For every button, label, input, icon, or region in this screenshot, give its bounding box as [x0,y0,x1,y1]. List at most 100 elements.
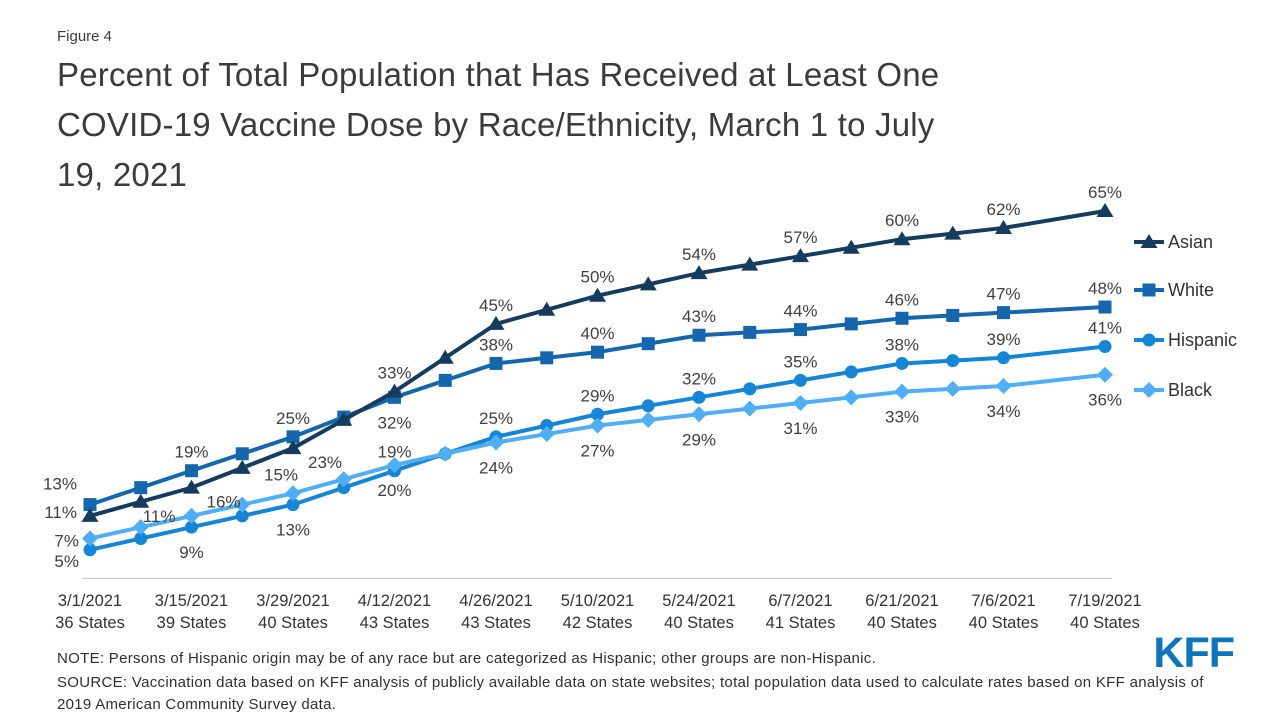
data-point-white [286,430,300,444]
data-point-white [844,317,858,331]
data-point-asian [132,493,150,508]
data-point-white [591,345,604,359]
data-point-hispanic [895,356,909,370]
data-point-white [134,481,148,495]
data-point-hispanic [235,509,249,523]
x-tick-date: 4/12/2021 [358,592,431,610]
data-point-asian [183,479,200,494]
data-point-white [997,306,1010,320]
data-point-white [185,464,198,478]
data-point-black [183,507,200,524]
data-point-asian [538,301,556,316]
series-line-hispanic [89,344,1106,552]
data-label-hispanic: 19% [377,443,411,462]
data-label-white: 32% [377,413,411,432]
data-label-asian: 45% [479,296,513,315]
x-tick-states: 36 States [55,614,125,632]
data-point-black [894,383,910,400]
x-tick-states: 43 States [461,614,531,632]
data-point-black [538,426,555,443]
x-tick-date: 3/29/2021 [256,592,329,610]
data-label-asian: 54% [682,245,716,264]
data-point-white [692,328,706,342]
x-tick-date: 3/15/2021 [155,592,228,610]
data-point-hispanic [946,354,960,368]
data-point-hispanic [743,382,757,396]
footer-notes: NOTE: Persons of Hispanic origin may be … [57,648,1237,718]
data-point-asian [995,219,1012,234]
data-point-hispanic [591,407,604,421]
data-point-black [1097,366,1113,383]
legend-circle-icon [1142,333,1156,347]
data-label-hispanic: 25% [479,409,513,428]
data-label-asian: 60% [885,211,919,230]
figure-label: Figure 4 [57,28,113,45]
data-label-asian: 62% [986,200,1020,219]
x-tick-date: 3/1/2021 [58,592,122,610]
x-tick-states: 40 States [867,614,937,632]
data-point-white [1098,300,1112,314]
data-label-black: 15% [264,465,298,484]
data-point-asian [741,256,759,271]
data-point-asian [233,459,251,474]
legend-label-hispanic: Hispanic [1168,330,1237,350]
data-label-hispanic: 38% [885,335,919,354]
data-point-white [895,311,909,325]
series-line-asian [89,209,1106,518]
data-point-white [489,356,503,370]
data-label-black: 33% [885,408,919,427]
x-tick-states: 43 States [360,614,430,632]
data-label-hispanic: 35% [783,352,817,371]
data-point-white [337,410,351,424]
data-point-black [691,406,707,423]
legend-square-icon [1142,283,1156,297]
data-point-black [437,445,454,462]
data-point-asian [81,507,99,522]
x-tick-states: 41 States [766,614,836,632]
chart-title: Percent of Total Population that Has Rec… [57,50,1217,200]
data-point-white [794,323,807,337]
x-tick-date: 7/6/2021 [971,592,1035,610]
x-tick-states: 40 States [664,614,734,632]
data-label-asian: 11% [44,503,77,522]
data-point-black [132,519,149,536]
data-label-white: 38% [479,335,513,354]
legend-triangle-icon [1140,234,1158,248]
data-label-white: 13% [43,475,77,494]
title-line-1: Percent of Total Population that Has Rec… [57,56,940,93]
data-point-black [386,457,403,474]
data-point-hispanic [844,365,858,379]
x-tick-date: 5/10/2021 [561,592,634,610]
data-point-black [285,485,301,502]
data-point-hispanic [641,399,655,413]
data-point-black [82,530,98,547]
data-label-black: 24% [479,458,513,477]
x-tick-states: 42 States [563,614,633,632]
data-point-hispanic [1098,340,1112,354]
title-line-2: COVID-19 Vaccine Dose by Race/Ethnicity,… [57,106,935,143]
legend-label-white: White [1168,280,1214,300]
x-tick-states: 40 States [969,614,1039,632]
data-point-asian [842,239,860,254]
data-label-hispanic: 41% [1088,319,1122,338]
data-label-white: 19% [174,443,208,462]
data-label-hispanic: 39% [986,330,1020,349]
x-tick-states: 40 States [258,614,328,632]
data-point-white [235,447,249,461]
data-point-asian [589,287,606,302]
kff-logo: KFF [1153,629,1235,677]
data-label-hispanic: 5% [54,552,79,571]
data-point-asian [335,411,353,426]
data-point-hispanic [692,390,706,404]
data-point-black [995,378,1012,395]
data-label-asian: 50% [580,268,614,287]
data-point-white [641,337,655,351]
data-point-white [83,498,97,512]
data-point-asian [436,349,454,364]
x-tick-date: 4/26/2021 [459,592,532,610]
data-label-black: 36% [1088,391,1122,410]
data-label-black: 11% [143,507,176,526]
data-point-white [743,325,757,339]
note-text: NOTE: Persons of Hispanic origin may be … [57,650,877,667]
series-line-black [89,372,1106,541]
